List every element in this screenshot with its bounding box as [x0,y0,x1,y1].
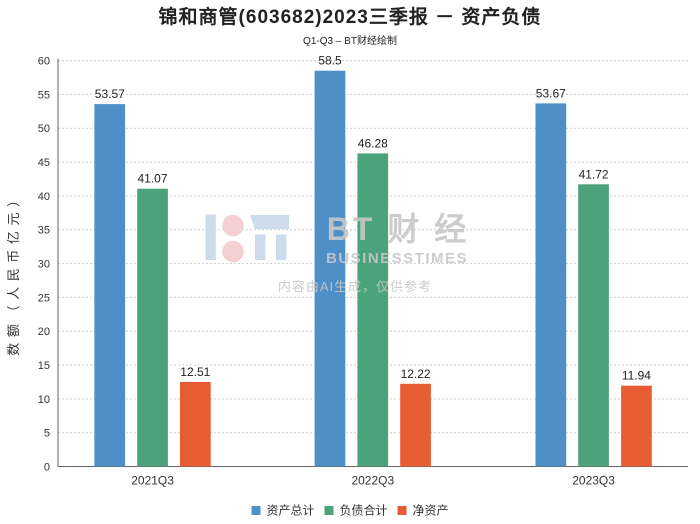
svg-text:2023Q3: 2023Q3 [572,474,615,488]
svg-text:资产总计: 资产总计 [267,504,315,518]
svg-text:30: 30 [38,259,50,271]
svg-text:58.5: 58.5 [318,54,342,68]
svg-text:净资产: 净资产 [413,504,449,518]
svg-text:15: 15 [38,360,50,372]
svg-text:2021Q3: 2021Q3 [131,474,174,488]
svg-text:内容由AI生成，仅供参考: 内容由AI生成，仅供参考 [278,279,432,294]
svg-text:53.57: 53.57 [95,87,125,101]
svg-text:5: 5 [44,428,50,440]
svg-text:2022Q3: 2022Q3 [351,474,394,488]
svg-text:53.67: 53.67 [536,86,566,100]
svg-text:40: 40 [38,191,50,203]
svg-text:20: 20 [38,326,50,338]
svg-text:负债合计: 负债合计 [340,503,388,518]
svg-text:41.72: 41.72 [579,167,609,181]
svg-text:25: 25 [38,292,50,304]
svg-text:55: 55 [38,89,50,101]
svg-text:60: 60 [38,56,50,68]
svg-text:数额（人民币亿元）: 数额（人民币亿元） [6,188,21,355]
svg-text:11.94: 11.94 [622,369,651,383]
svg-text:45: 45 [38,157,50,169]
svg-text:46.28: 46.28 [358,136,388,150]
svg-text:12.22: 12.22 [401,367,431,381]
svg-text:BUSINESSTIMES: BUSINESSTIMES [326,250,468,267]
svg-text:12.51: 12.51 [180,365,210,379]
svg-text:BT 财 经: BT 财 经 [327,211,469,247]
svg-text:0: 0 [44,462,50,474]
svg-text:41.07: 41.07 [137,172,167,186]
svg-text:50: 50 [38,123,50,135]
svg-text:10: 10 [38,394,50,406]
svg-text:35: 35 [38,225,50,237]
